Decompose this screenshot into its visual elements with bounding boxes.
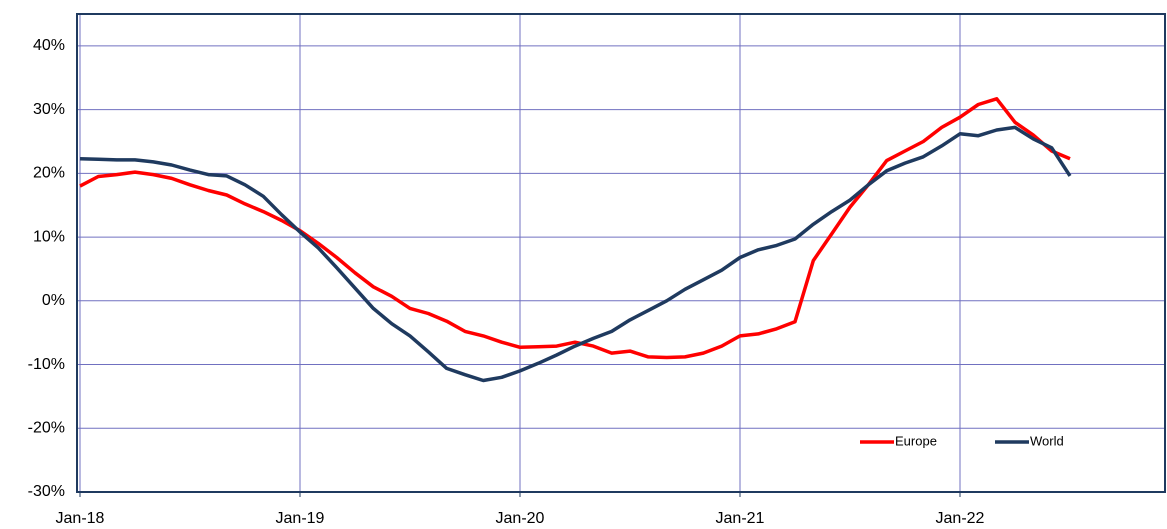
y-tick-label: -20% [28, 419, 65, 436]
legend-label: Europe [895, 433, 937, 448]
y-tick-label: -30% [28, 483, 65, 500]
y-tick-label: 10% [33, 228, 65, 245]
line [79, 125, 1072, 383]
y-tick-label: 20% [33, 165, 65, 182]
x-tick-label: Jan-22 [936, 510, 985, 527]
y-tick-label: 30% [33, 101, 65, 118]
y-tick-label: 40% [33, 37, 65, 54]
line [79, 97, 1071, 360]
x-tick-label: Jan-20 [496, 510, 545, 527]
plot-border [76, 13, 1166, 493]
legend-label: World [1030, 433, 1064, 448]
x-tick-label: Jan-18 [56, 510, 105, 527]
y-tick-label: 0% [42, 292, 65, 309]
y-tick-label: -10% [28, 356, 65, 373]
x-tick-label: Jan-21 [716, 510, 765, 527]
x-tick-label: Jan-19 [276, 510, 325, 527]
